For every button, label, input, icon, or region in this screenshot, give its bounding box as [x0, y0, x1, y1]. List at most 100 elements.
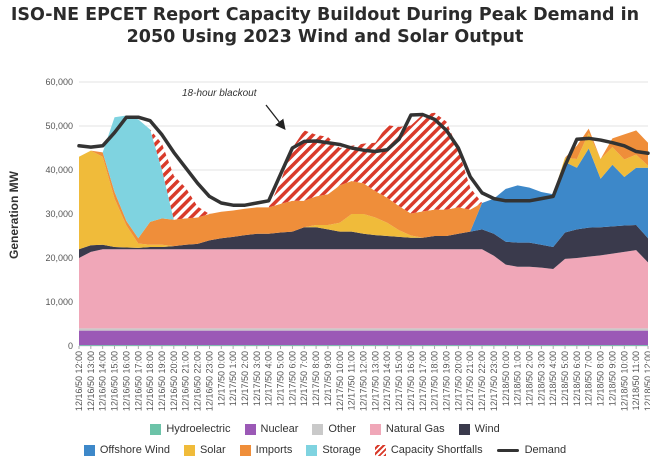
- legend-label-other: Other: [328, 423, 356, 435]
- legend-label-nuclear: Nuclear: [260, 423, 299, 435]
- legend-label-capacity-shortfalls: Capacity Shortfalls: [390, 444, 483, 456]
- chart-title: ISO-NE EPCET Report Capacity Buildout Du…: [0, 4, 650, 48]
- x-tick-label: 12/17/50 18:00: [430, 351, 440, 411]
- area-other: [79, 328, 648, 331]
- legend-label-imports: Imports: [255, 444, 293, 456]
- x-tick-label: 12/18/50 6:00: [572, 351, 582, 406]
- y-tick-label: 50,000: [45, 121, 73, 131]
- x-tick-label: 12/18/50 11:00: [631, 351, 641, 410]
- x-tick-label: 12/17/50 6:00: [287, 351, 297, 406]
- legend-swatch-wind: [458, 423, 470, 435]
- legend-swatch-solar: [183, 444, 195, 456]
- area-storage: [79, 115, 648, 239]
- y-tick-label: 0: [68, 341, 73, 351]
- x-tick-label: 12/17/50 2:00: [240, 351, 250, 406]
- annotation-text: 18-hour blackout: [182, 88, 258, 99]
- legend-item-other: Other: [312, 423, 356, 435]
- x-tick-label: 12/17/50 7:00: [299, 351, 309, 406]
- x-tick-label: 12/17/50 21:00: [465, 351, 475, 411]
- x-tick-label: 12/16/50 17:00: [133, 351, 143, 411]
- demand-line: [77, 112, 650, 207]
- x-tick-label: 12/16/50 19:00: [157, 351, 167, 411]
- legend-row-1: Hydroelectric Nuclear Other Natural Gas Wind: [0, 423, 650, 435]
- x-tick-label: 12/17/50 11:00: [347, 351, 357, 410]
- legend-item-nuclear: Nuclear: [244, 423, 299, 435]
- x-tick-label: 12/16/50 16:00: [121, 351, 131, 411]
- x-tick-label: 12/18/50 1:00: [513, 351, 523, 406]
- x-tick-label: 12/16/50 21:00: [181, 351, 191, 411]
- legend-item-hydroelectric: Hydroelectric: [150, 423, 231, 435]
- legend-label-solar: Solar: [199, 444, 226, 456]
- area-natural-gas: [79, 249, 648, 329]
- y-tick-label: 40,000: [45, 165, 73, 175]
- legend-swatch-other: [312, 423, 324, 435]
- chart-title-line1: ISO-NE EPCET Report Capacity Buildout Du…: [10, 5, 640, 25]
- x-tick-label: 12/17/50 1:00: [228, 351, 238, 406]
- x-tick-label: 12/17/50 23:00: [489, 351, 499, 411]
- x-tick-label: 12/18/50 12:00: [643, 351, 650, 411]
- legend-swatch-hydroelectric: [150, 423, 162, 435]
- area-solar: [79, 133, 648, 250]
- stacked-areas: [79, 112, 648, 346]
- legend-label-storage: Storage: [322, 444, 361, 456]
- x-tick-label: 12/16/50 12:00: [74, 351, 84, 411]
- legend-item-capacity-shortfalls: Capacity Shortfalls: [374, 444, 483, 456]
- x-tick-label: 12/17/50 20:00: [453, 351, 463, 411]
- legend-item-offshore-wind: Offshore Wind: [83, 444, 170, 456]
- legend-swatch-offshore-wind: [83, 444, 95, 456]
- legend-row-2: Offshore Wind Solar Imports Storage Capacity…: [0, 444, 650, 456]
- x-tick-label: 12/17/50 16:00: [406, 351, 416, 411]
- x-tick-label: 12/17/50 13:00: [370, 351, 380, 411]
- legend-swatch-imports: [239, 444, 251, 456]
- x-tick-label: 12/18/50 10:00: [619, 351, 629, 411]
- x-tick-label: 12/17/50 0:00: [216, 351, 226, 406]
- x-tick-label: 12/16/50 18:00: [145, 351, 155, 411]
- x-tick-label: 12/17/50 8:00: [311, 351, 321, 406]
- x-tick-label: 12/17/50 10:00: [335, 351, 345, 411]
- y-tick-label: 10,000: [45, 297, 73, 307]
- x-tick-label: 12/16/50 20:00: [169, 351, 179, 411]
- x-tick-label: 12/17/50 15:00: [394, 351, 404, 411]
- x-tick-label: 12/17/50 3:00: [252, 351, 262, 406]
- y-tick-label: 60,000: [45, 77, 73, 87]
- x-tick-label: 12/18/50 0:00: [501, 351, 511, 406]
- annotation-arrow: [265, 104, 286, 131]
- legend-swatch-nuclear: [244, 423, 256, 435]
- legend-swatch-capacity-shortfalls: [374, 444, 386, 456]
- x-tick-label: 12/16/50 14:00: [98, 351, 108, 411]
- legend-swatch-natural-gas: [369, 423, 381, 435]
- area-imports: [79, 128, 648, 247]
- x-tick-label: 12/16/50 13:00: [86, 351, 96, 411]
- area-offshore-wind: [79, 148, 648, 250]
- area-nuclear: [79, 330, 648, 346]
- x-tick-label: 12/17/50 19:00: [441, 351, 451, 411]
- legend-label-natural-gas: Natural Gas: [385, 423, 445, 435]
- x-tick-label: 12/17/50 5:00: [276, 351, 286, 406]
- demand-line-group: [77, 112, 650, 207]
- legend-item-solar: Solar: [183, 444, 226, 456]
- x-axis-ticks: 12/16/50 12:00 12/16/50 13:00 12/16/50 14:…: [74, 346, 650, 411]
- x-tick-label: 12/17/50 12:00: [359, 351, 369, 411]
- x-tick-label: 12/18/50 3:00: [536, 351, 546, 406]
- legend-label-demand: Demand: [524, 444, 567, 456]
- legend-item-wind: Wind: [458, 423, 500, 435]
- chart-title-line2: 2050 Using 2023 Wind and Solar Output: [126, 27, 524, 47]
- x-tick-label: 12/18/50 8:00: [596, 351, 606, 406]
- x-tick-label: 12/16/50 22:00: [193, 351, 203, 411]
- x-tick-label: 12/17/50 14:00: [382, 351, 392, 411]
- x-tick-label: 12/17/50 17:00: [418, 351, 428, 411]
- y-axis-label: Generation MW: [7, 170, 21, 259]
- x-tick-label: 12/18/50 5:00: [560, 351, 570, 406]
- legend-item-natural-gas: Natural Gas: [369, 423, 445, 435]
- legend-swatch-storage: [306, 444, 318, 456]
- legend-item-demand: Demand: [496, 444, 567, 456]
- x-tick-label: 12/18/50 9:00: [607, 351, 617, 406]
- x-tick-label: 12/18/50 2:00: [524, 351, 534, 406]
- x-tick-label: 12/17/50 9:00: [323, 351, 333, 406]
- legend-swatch-demand: [496, 448, 519, 452]
- legend-item-imports: Imports: [239, 444, 293, 456]
- legend-label-wind: Wind: [474, 423, 500, 435]
- y-tick-label: 30,000: [45, 209, 73, 219]
- legend-item-storage: Storage: [306, 444, 361, 456]
